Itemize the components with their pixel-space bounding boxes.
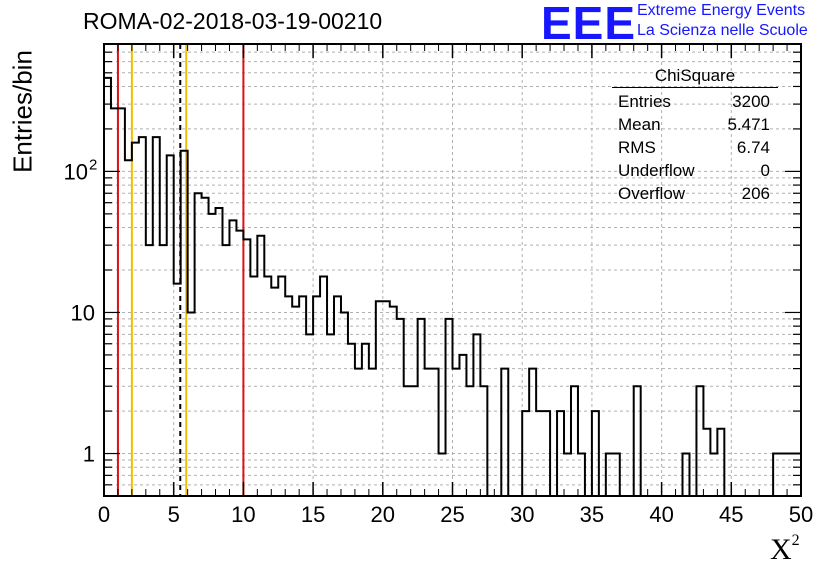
logo-line-2: La Scienza nelle Scuole [637, 22, 808, 39]
stats-value: 206 [741, 184, 770, 203]
x-tick-label: 0 [98, 502, 110, 527]
stats-row-underflow: Underflow 0 [612, 159, 778, 182]
x-tick-label: 30 [510, 502, 534, 527]
stats-row-mean: Mean 5.471 [612, 113, 778, 136]
y-axis-label: Entries/bin [7, 50, 38, 173]
stats-value: 3200 [732, 92, 770, 111]
stats-label: Entries [618, 92, 671, 111]
x-tick-label: 50 [789, 502, 813, 527]
x-tick-label: 35 [580, 502, 604, 527]
chart-title: ROMA-02-2018-03-19-00210 [83, 8, 383, 34]
stats-value: 6.74 [736, 138, 770, 157]
grid-lines [104, 43, 801, 497]
y-tick-label: 1 [83, 442, 95, 467]
stats-label: Overflow [618, 184, 686, 203]
stats-label: Underflow [618, 161, 695, 180]
stats-label: Mean [618, 115, 661, 134]
x-tick-label: 5 [168, 502, 180, 527]
stats-box: ChiSquare Entries 3200 Mean 5.471 RMS 6.74 … [612, 66, 778, 205]
stats-title: ChiSquare [612, 66, 778, 88]
stats-row-overflow: Overflow 206 [612, 182, 778, 205]
x-axis-label: X2 [770, 532, 800, 566]
stats-row-rms: RMS 6.74 [612, 136, 778, 159]
x-tick-label: 20 [371, 502, 395, 527]
y-tick-label: 10 [71, 300, 95, 325]
eee-logo: EEE [541, 0, 637, 49]
x-tick-labels: 0 5 10 15 20 25 30 35 40 45 50 [98, 502, 813, 527]
stats-value: 5.471 [727, 115, 770, 134]
stats-row-entries: Entries 3200 [612, 90, 778, 113]
stats-value: 0 [760, 161, 770, 180]
x-tick-label: 45 [719, 502, 743, 527]
y-tick-label: 10 [64, 159, 88, 184]
x-tick-label: 15 [301, 502, 325, 527]
axis-ticks [103, 43, 802, 497]
logo-line-1: Extreme Energy Events [637, 2, 806, 19]
x-tick-label: 25 [440, 502, 464, 527]
x-tick-label: 40 [649, 502, 673, 527]
stats-label: RMS [618, 138, 656, 157]
x-tick-label: 10 [231, 502, 255, 527]
y-tick-exponent: 2 [89, 156, 97, 173]
